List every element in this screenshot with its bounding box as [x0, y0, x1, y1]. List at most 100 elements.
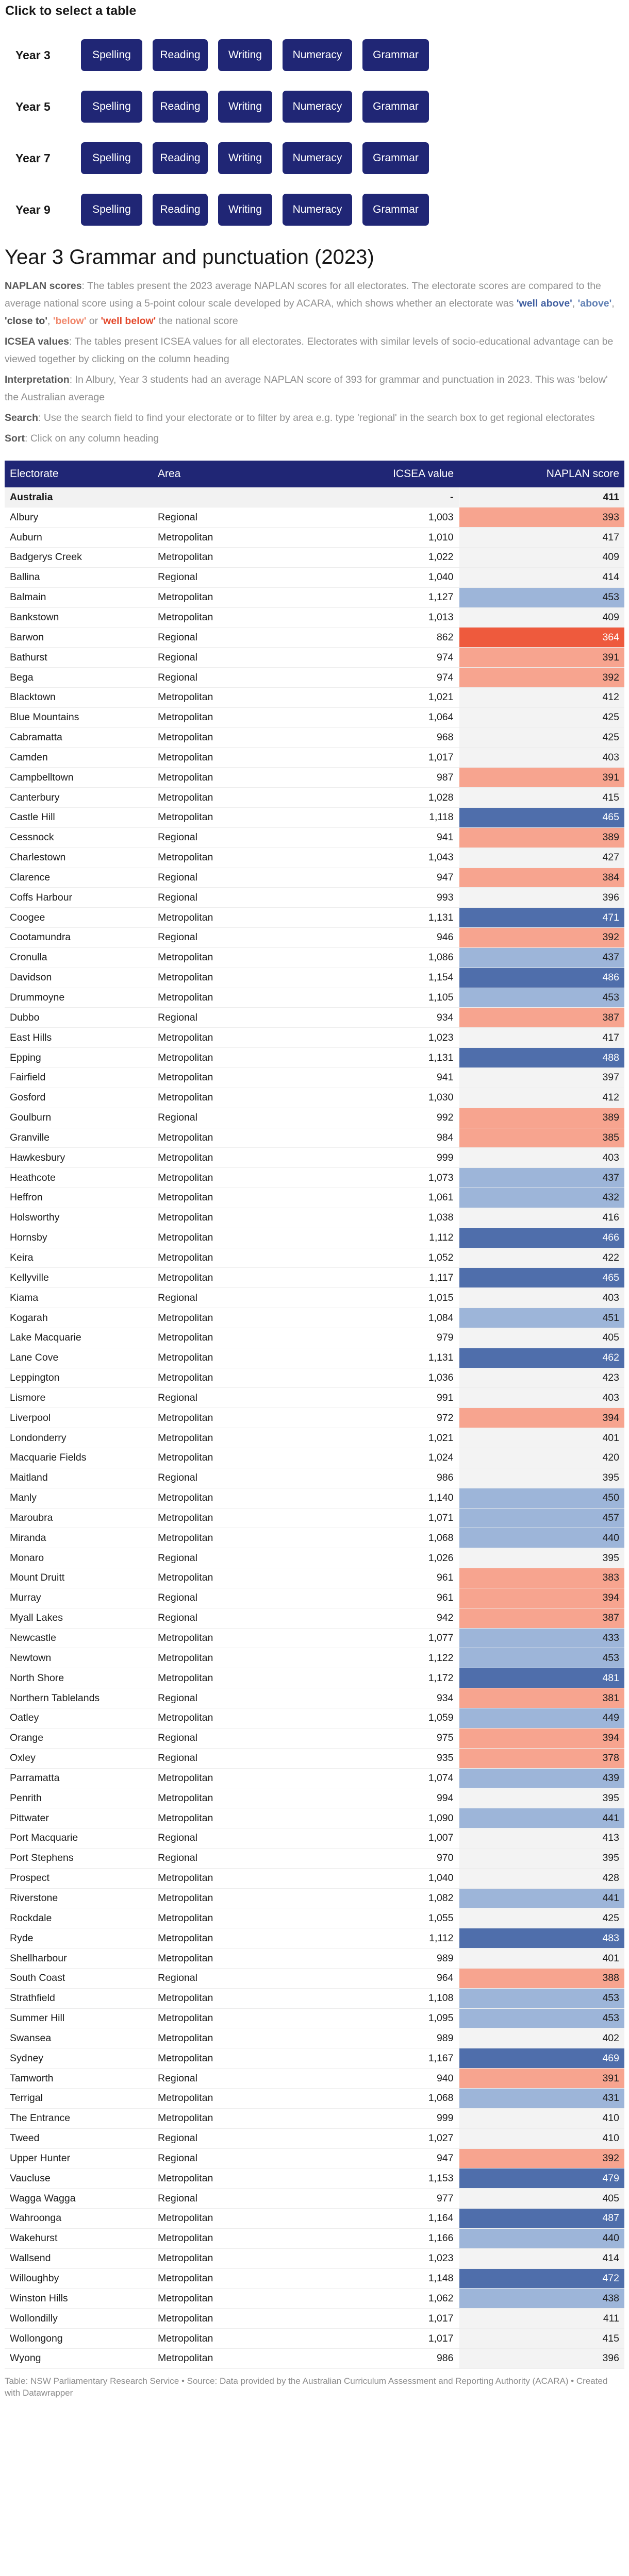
area-cell: Regional	[153, 2188, 325, 2209]
column-header-naplan[interactable]: NAPLAN score	[459, 461, 624, 487]
writing-button[interactable]: Writing	[218, 194, 272, 226]
icsea-cell: 1,068	[325, 2088, 459, 2109]
area-cell: Metropolitan	[153, 1568, 325, 1588]
table-row: Macquarie Fields Metropolitan 1,024 420	[5, 1448, 624, 1468]
icsea-cell: 934	[325, 1688, 459, 1708]
writing-button[interactable]: Writing	[218, 142, 272, 174]
icsea-cell: 1,023	[325, 1027, 459, 1048]
electorate-cell: Kogarah	[5, 1308, 153, 1328]
spelling-button[interactable]: Spelling	[81, 39, 142, 71]
table-row: Ryde Metropolitan 1,112 483	[5, 1928, 624, 1949]
area-cell: Regional	[153, 1588, 325, 1608]
icsea-cell: 1,022	[325, 547, 459, 568]
numeracy-button[interactable]: Numeracy	[283, 39, 352, 71]
numeracy-button[interactable]: Numeracy	[283, 194, 352, 226]
area-cell: Regional	[153, 868, 325, 888]
icsea-cell: 1,112	[325, 1228, 459, 1248]
reading-button[interactable]: Reading	[153, 194, 208, 226]
grammar-button[interactable]: Grammar	[362, 194, 429, 226]
icsea-cell: 941	[325, 1067, 459, 1088]
numeracy-button[interactable]: Numeracy	[283, 142, 352, 174]
area-cell: Metropolitan	[153, 1448, 325, 1468]
area-cell: Regional	[153, 1608, 325, 1629]
table-row: Winston Hills Metropolitan 1,062 438	[5, 2288, 624, 2309]
icsea-cell: 1,112	[325, 1928, 459, 1949]
electorate-cell: Wagga Wagga	[5, 2188, 153, 2209]
table-row: Miranda Metropolitan 1,068 440	[5, 1528, 624, 1549]
area-cell: Metropolitan	[153, 2108, 325, 2129]
naplan-score-cell: 487	[458, 2208, 624, 2229]
icsea-cell: 989	[325, 1948, 459, 1969]
table-row: Parramatta Metropolitan 1,074 439	[5, 1768, 624, 1789]
table-row: Granville Metropolitan 984 385	[5, 1128, 624, 1148]
spelling-button[interactable]: Spelling	[81, 91, 142, 123]
icsea-cell: 1,148	[325, 2268, 459, 2289]
naplan-score-cell: 395	[458, 1848, 624, 1869]
icsea-cell: 1,015	[325, 1287, 459, 1309]
writing-button[interactable]: Writing	[218, 91, 272, 123]
spelling-button[interactable]: Spelling	[81, 194, 142, 226]
naplan-score-cell: 395	[458, 1548, 624, 1569]
naplan-score-cell: 462	[458, 1348, 624, 1368]
column-header-area[interactable]: Area	[153, 461, 325, 487]
area-cell: Metropolitan	[153, 2008, 325, 2029]
icsea-cell: 1,017	[325, 2308, 459, 2329]
electorate-cell: Cabramatta	[5, 727, 153, 748]
area-cell: Metropolitan	[153, 907, 325, 928]
area-cell: Metropolitan	[153, 1208, 325, 1228]
note-naplan: NAPLAN scores: The tables present the 20…	[5, 280, 615, 327]
icsea-cell: 1,105	[325, 988, 459, 1008]
table-row: Gosford Metropolitan 1,030 412	[5, 1088, 624, 1108]
naplan-score-cell: 403	[458, 1387, 624, 1409]
naplan-score-cell: 432	[458, 1188, 624, 1208]
naplan-score-cell: 453	[458, 1648, 624, 1669]
area-cell: Metropolitan	[153, 807, 325, 828]
naplan-score-cell: 422	[458, 1248, 624, 1268]
table-row: Oatley Metropolitan 1,059 449	[5, 1708, 624, 1728]
naplan-score-cell: 451	[458, 1308, 624, 1328]
electorate-cell: Manly	[5, 1488, 153, 1509]
naplan-score-cell: 394	[458, 1728, 624, 1749]
writing-button[interactable]: Writing	[218, 39, 272, 71]
naplan-score-cell: 417	[458, 1027, 624, 1048]
reading-button[interactable]: Reading	[153, 39, 208, 71]
naplan-score-cell: 471	[458, 907, 624, 928]
electorate-cell: Granville	[5, 1128, 153, 1148]
area-cell: Metropolitan	[153, 848, 325, 868]
year-label: Year 7	[15, 151, 51, 165]
spelling-button[interactable]: Spelling	[81, 142, 142, 174]
icsea-cell: 1,164	[325, 2208, 459, 2229]
grammar-button[interactable]: Grammar	[362, 142, 429, 174]
area-cell: Regional	[153, 667, 325, 688]
table-row: Goulburn Regional 992 389	[5, 1108, 624, 1128]
column-header-icsea[interactable]: ICSEA value	[325, 461, 459, 487]
naplan-score-cell: 414	[458, 567, 624, 588]
electorate-cell: Balmain	[5, 587, 153, 608]
reading-button[interactable]: Reading	[153, 142, 208, 174]
electorate-cell: Wahroonga	[5, 2208, 153, 2229]
icsea-cell: 1,007	[325, 1828, 459, 1849]
electorate-cell: Camden	[5, 747, 153, 768]
naplan-score-cell: 420	[458, 1448, 624, 1468]
electorate-cell: Lismore	[5, 1387, 153, 1409]
reading-button[interactable]: Reading	[153, 91, 208, 123]
naplan-score-cell: 405	[458, 1328, 624, 1348]
naplan-score-cell: 409	[458, 547, 624, 568]
electorate-cell: Port Macquarie	[5, 1828, 153, 1849]
electorate-cell: Monaro	[5, 1548, 153, 1569]
grammar-button[interactable]: Grammar	[362, 39, 429, 71]
electorate-cell: Northern Tablelands	[5, 1688, 153, 1708]
numeracy-button[interactable]: Numeracy	[283, 91, 352, 123]
electorate-cell: Australia	[5, 487, 153, 508]
year-label: Year 5	[15, 99, 51, 113]
table-row: Davidson Metropolitan 1,154 486	[5, 968, 624, 988]
grammar-button[interactable]: Grammar	[362, 91, 429, 123]
table-row: Prospect Metropolitan 1,040 428	[5, 1868, 624, 1889]
year-row: Year 5 Spelling Reading Writing Numeracy Gram…	[5, 91, 624, 123]
icsea-cell: 1,023	[325, 2248, 459, 2269]
column-header-electorate[interactable]: Electorate	[5, 461, 153, 487]
electorate-cell: Goulburn	[5, 1108, 153, 1128]
electorate-cell: Albury	[5, 507, 153, 528]
area-cell: Metropolitan	[153, 747, 325, 768]
note-sort: Sort: Click on any column heading	[5, 433, 159, 444]
